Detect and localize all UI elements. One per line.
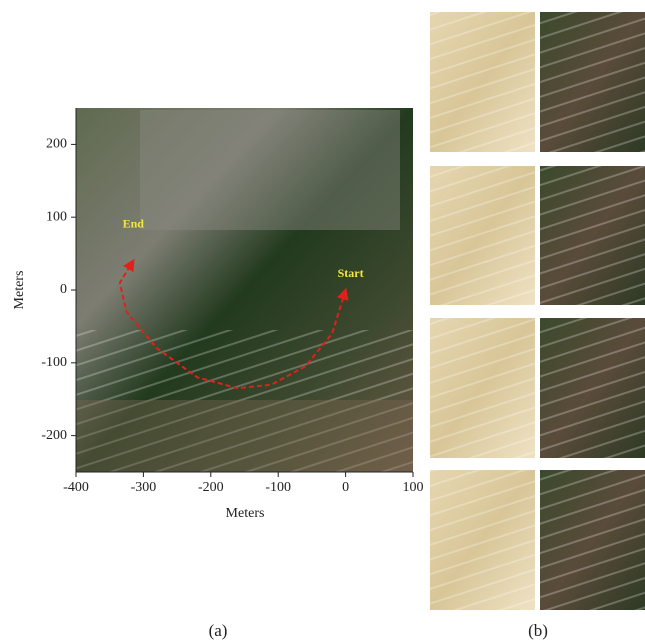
x-tick-label: 0 (342, 480, 349, 495)
start-label: Start (338, 266, 364, 280)
y-axis-label: Meters (12, 271, 27, 310)
y-tick-label: 200 (46, 137, 67, 152)
y-tick-label: -100 (41, 355, 67, 370)
thumbnails (430, 12, 645, 610)
y-tick-label: 100 (46, 209, 67, 224)
x-tick-label: 100 (403, 480, 424, 495)
y-tick-label: 0 (60, 282, 67, 297)
x-axis-label: Meters (226, 506, 265, 521)
y-tick-label: -200 (41, 428, 67, 443)
x-tick-label: -400 (63, 480, 89, 495)
figure: Meters Meters (a) (b) -200 -100 0 100 200 -40… (0, 0, 645, 644)
panel-label: (a) (209, 621, 228, 640)
x-tick-label: -200 (198, 480, 224, 495)
map-image (76, 108, 413, 472)
end-label: End (123, 217, 145, 231)
x-tick-label: -300 (131, 480, 157, 495)
x-tick-label: -100 (265, 480, 291, 495)
panel-label: (b) (528, 621, 548, 640)
